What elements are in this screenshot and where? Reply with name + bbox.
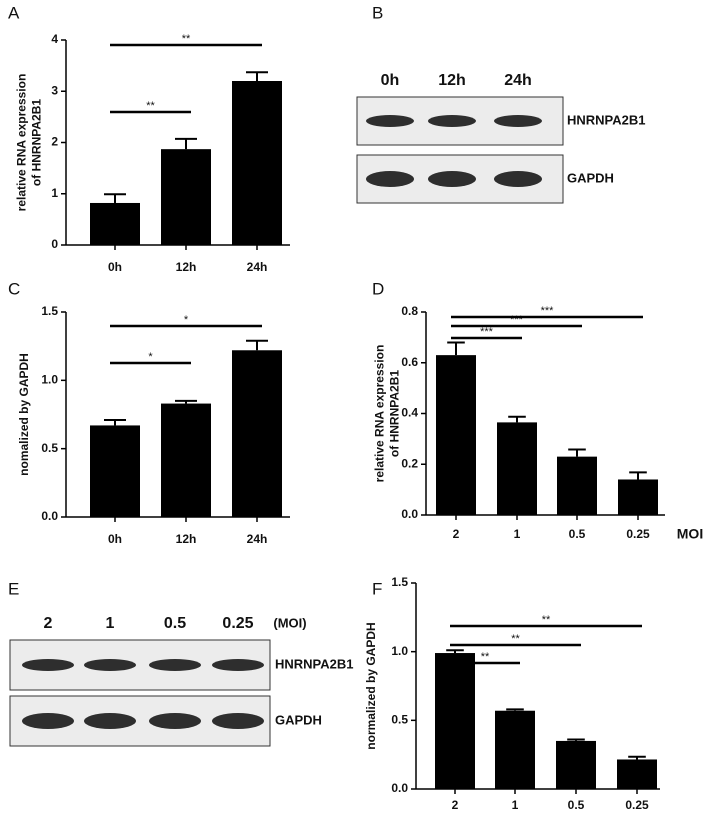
significance-label: **	[481, 651, 490, 663]
x-tick-label: 24h	[247, 260, 268, 274]
y-axis-label: normalized by GAPDH	[364, 622, 378, 749]
x-tick-label: 2	[452, 798, 459, 812]
y-axis-label: of HNRNPA2B1	[388, 370, 402, 457]
x-tick-label: 1	[514, 527, 521, 541]
y-axis-label: relative RNA expression	[15, 74, 29, 212]
blot-band	[84, 713, 136, 729]
y-tick-label: 0.0	[41, 509, 58, 523]
x-tick-label: 0.25	[625, 798, 649, 812]
significance-label: *	[184, 314, 189, 326]
blot-band	[366, 171, 414, 187]
panel-label: D	[372, 279, 384, 298]
y-axis-label: of HNRNPA2B1	[30, 99, 44, 186]
row-label: GAPDH	[567, 170, 614, 185]
y-tick-label: 1.5	[41, 304, 58, 318]
bar	[161, 149, 211, 245]
blot-band	[22, 659, 74, 671]
y-tick-label: 1.5	[391, 575, 408, 589]
x-tick-label: 12h	[176, 260, 197, 274]
y-tick-label: 0.5	[391, 713, 408, 727]
significance-label: ***	[541, 305, 555, 317]
lane-label: 0h	[381, 72, 400, 89]
y-tick-label: 1	[51, 186, 58, 200]
y-tick-label: 1.0	[391, 644, 408, 658]
y-tick-label: 0.4	[401, 406, 418, 420]
panel-label: E	[8, 579, 19, 598]
bar	[232, 350, 282, 517]
y-tick-label: 0.0	[401, 507, 418, 521]
panel-label: A	[8, 3, 20, 22]
y-tick-label: 2	[51, 135, 58, 149]
lane-label: 0.5	[164, 615, 186, 632]
x-tick-label: 0h	[108, 260, 122, 274]
bar	[556, 740, 596, 789]
blot-band	[84, 659, 136, 671]
y-tick-label: 0.0	[391, 781, 408, 795]
significance-label: ***	[480, 326, 494, 338]
lane-label: 12h	[438, 72, 466, 89]
blot-band	[149, 713, 201, 729]
x-tick-label: 1	[512, 798, 519, 812]
bar	[617, 759, 657, 789]
y-tick-label: 0	[51, 237, 58, 251]
bar	[90, 202, 140, 245]
significance-label: *	[148, 351, 153, 363]
significance-label: **	[511, 633, 520, 645]
bar	[232, 81, 282, 245]
bar	[436, 355, 476, 515]
bar	[90, 425, 140, 517]
y-tick-label: 0.6	[401, 355, 418, 369]
bar	[495, 710, 535, 789]
bar	[161, 403, 211, 517]
y-tick-label: 3	[51, 83, 58, 97]
blot-band	[494, 171, 542, 187]
blot-band	[428, 115, 476, 127]
blot-band	[22, 713, 74, 729]
panel-label: F	[372, 579, 382, 598]
y-axis-label: nomalized by GAPDH	[17, 353, 31, 476]
significance-label: **	[146, 100, 155, 112]
blot-band	[149, 659, 201, 671]
x-tick-label: 12h	[176, 532, 197, 546]
significance-label: **	[182, 33, 191, 45]
blot-band	[366, 115, 414, 127]
y-tick-label: 0.8	[401, 304, 418, 318]
lane-label: 1	[106, 615, 115, 632]
x-tick-label: 24h	[247, 532, 268, 546]
row-label: GAPDH	[275, 712, 322, 727]
y-tick-label: 1.0	[41, 373, 58, 387]
significance-label: ***	[510, 314, 524, 326]
lane-label: 2	[44, 615, 53, 632]
lane-label: 24h	[504, 72, 532, 89]
unit-label: (MOI)	[273, 615, 306, 630]
bar	[618, 479, 658, 515]
x-tick-label: 0.25	[626, 527, 650, 541]
blot-band	[428, 171, 476, 187]
blot-band	[212, 713, 264, 729]
lane-label: 0.25	[222, 615, 253, 632]
y-tick-label: 0.2	[401, 456, 418, 470]
bar	[497, 422, 537, 515]
x-tick-label: 2	[453, 527, 460, 541]
blot-band	[494, 115, 542, 127]
row-label: HNRNPA2B1	[567, 112, 646, 127]
row-label: HNRNPA2B1	[275, 656, 354, 671]
x-tick-label: 0.5	[568, 798, 585, 812]
x-tick-label: 0h	[108, 532, 122, 546]
y-tick-label: 4	[51, 32, 58, 46]
panel-label: C	[8, 279, 20, 298]
panel-label: B	[372, 3, 383, 22]
y-tick-label: 0.5	[41, 441, 58, 455]
bar	[435, 653, 475, 789]
x-axis-label: MOI	[677, 526, 703, 542]
significance-label: **	[542, 614, 551, 626]
bar	[557, 456, 597, 515]
x-tick-label: 0.5	[569, 527, 586, 541]
blot-band	[212, 659, 264, 671]
y-axis-label: relative RNA expression	[373, 345, 387, 483]
